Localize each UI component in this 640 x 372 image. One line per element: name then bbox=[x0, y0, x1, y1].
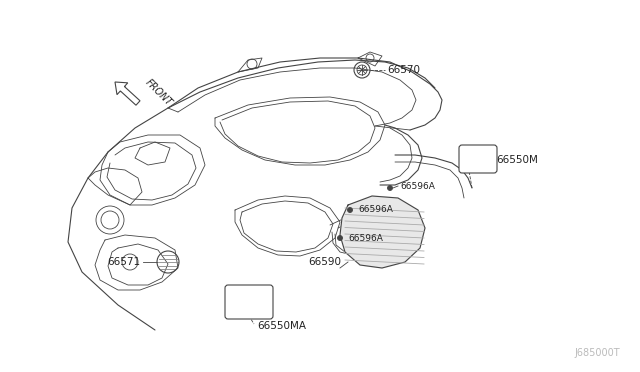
Text: 66550MA: 66550MA bbox=[257, 321, 306, 331]
Text: 66570: 66570 bbox=[387, 65, 420, 75]
Text: 66596A: 66596A bbox=[400, 182, 435, 190]
Polygon shape bbox=[340, 196, 425, 268]
Text: 66596A: 66596A bbox=[358, 205, 393, 214]
Text: 66596A: 66596A bbox=[348, 234, 383, 243]
FancyBboxPatch shape bbox=[459, 145, 497, 173]
FancyBboxPatch shape bbox=[225, 285, 273, 319]
Circle shape bbox=[348, 208, 353, 212]
Text: FRONT: FRONT bbox=[143, 77, 173, 108]
Text: 66590: 66590 bbox=[308, 257, 341, 267]
Text: J685000T: J685000T bbox=[574, 348, 620, 358]
Text: 66571: 66571 bbox=[107, 257, 140, 267]
Circle shape bbox=[337, 235, 342, 241]
Circle shape bbox=[387, 186, 392, 190]
Text: 66550M: 66550M bbox=[496, 155, 538, 165]
Polygon shape bbox=[115, 82, 140, 105]
